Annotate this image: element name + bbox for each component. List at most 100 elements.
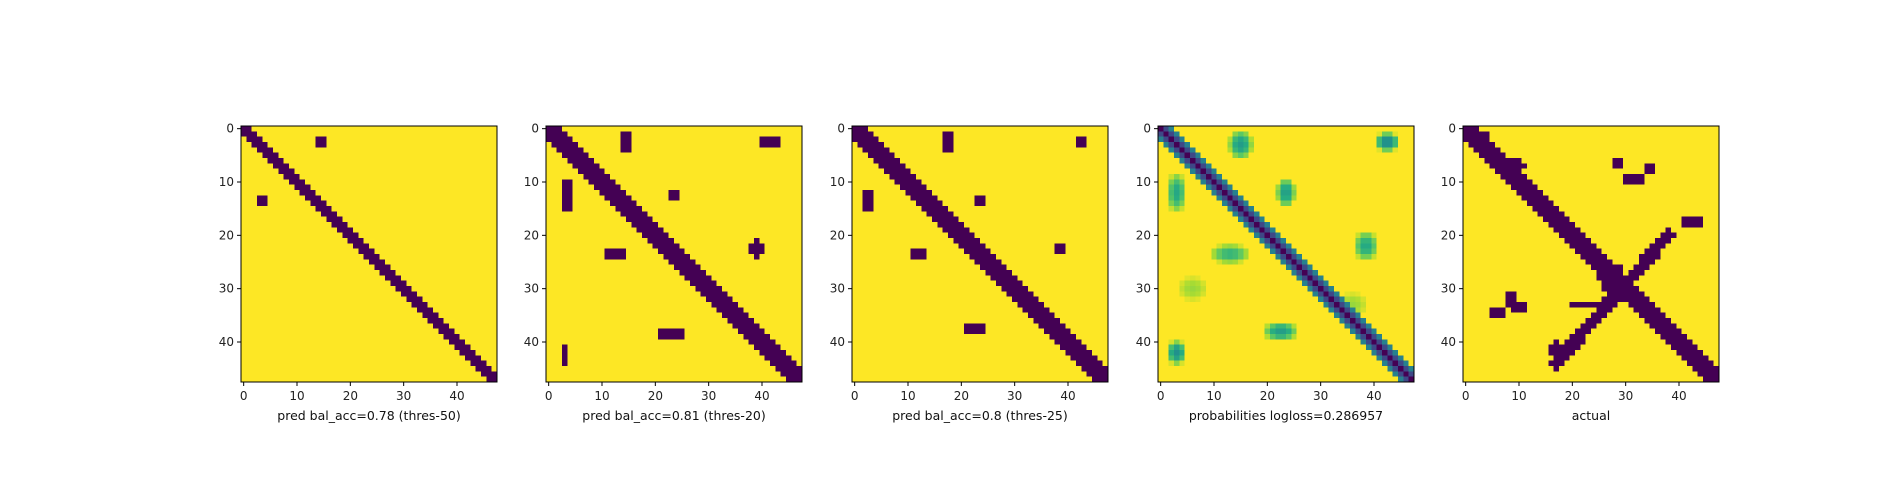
heatmap-cell: [315, 216, 322, 223]
heatmap-cell: [727, 142, 734, 148]
heatmap-cell: [273, 232, 279, 239]
heatmap-cell: [251, 291, 258, 298]
heatmap-cell: [438, 344, 445, 351]
heatmap-cell: [796, 174, 803, 180]
heatmap-cell: [615, 248, 622, 255]
heatmap-cell: [443, 238, 450, 244]
heatmap-cell: [347, 312, 354, 319]
heatmap-cell: [610, 168, 616, 175]
heatmap-cell: [732, 323, 739, 330]
heatmap-cell: [780, 296, 787, 303]
heatmap-cell: [395, 371, 402, 378]
heatmap-cell: [299, 307, 306, 314]
heatmap-cell: [278, 323, 285, 330]
heatmap-cell: [321, 131, 327, 138]
heatmap-cell: [465, 126, 471, 132]
heatmap-cell: [465, 190, 471, 196]
heatmap-cell: [620, 179, 627, 186]
heatmap-cell: [878, 152, 885, 159]
heatmap-cell: [652, 179, 659, 186]
heatmap-cell: [695, 259, 702, 266]
heatmap-cell: [743, 222, 750, 228]
heatmap-cell: [433, 238, 439, 244]
heatmap-cell: [780, 360, 787, 367]
heatmap-cell: [283, 232, 290, 239]
heatmap-cell: [604, 211, 611, 218]
heatmap-cell: [454, 206, 461, 212]
heatmap-cell: [588, 216, 595, 223]
heatmap-cell: [1028, 147, 1034, 154]
heatmap-cell: [1076, 126, 1082, 132]
heatmap-cell: [791, 126, 798, 132]
heatmap-cell: [743, 174, 750, 180]
heatmap-cell: [459, 248, 466, 255]
heatmap-cell: [932, 126, 938, 132]
heatmap-cell: [363, 174, 370, 180]
heatmap-cell: [743, 126, 750, 132]
heatmap-cell: [326, 126, 333, 132]
heatmap-cell: [438, 264, 445, 271]
heatmap-cell: [1086, 158, 1093, 164]
heatmap-cell: [620, 147, 627, 154]
heatmap-cell: [572, 190, 579, 196]
heatmap-cell: [347, 286, 354, 292]
heatmap-cell: [1049, 158, 1056, 164]
heatmap-cell: [706, 350, 712, 356]
heatmap-cell: [347, 270, 354, 276]
heatmap-cell: [652, 328, 659, 335]
heatmap-cell: [948, 142, 954, 148]
heatmap-cell: [299, 344, 306, 351]
heatmap-cell: [294, 136, 301, 143]
heatmap-cell: [475, 344, 482, 351]
heatmap-cell: [1065, 142, 1072, 148]
heatmap-cell: [948, 131, 954, 138]
heatmap-cell: [588, 350, 595, 356]
heatmap-cell: [321, 323, 327, 330]
heatmap-cell: [738, 158, 744, 164]
heatmap-cell: [374, 168, 381, 175]
heatmap-cell: [363, 184, 370, 191]
heatmap-cell: [449, 243, 455, 250]
heatmap-cell: [385, 254, 391, 260]
heatmap-cell: [299, 264, 306, 271]
heatmap-cell: [594, 195, 600, 202]
heatmap-cell: [246, 254, 253, 260]
heatmap-cell: [884, 158, 890, 164]
heatmap-cell: [599, 339, 606, 346]
heatmap-cell: [626, 200, 632, 207]
heatmap-cell: [342, 307, 349, 314]
heatmap-cell: [321, 259, 327, 266]
heatmap-cell: [433, 291, 439, 298]
heatmap-cell: [786, 355, 792, 362]
heatmap-cell: [615, 174, 622, 180]
heatmap-cell: [353, 291, 359, 298]
heatmap-cell: [438, 168, 445, 175]
heatmap-cell: [401, 200, 407, 207]
heatmap-cell: [546, 307, 552, 314]
heatmap-cell: [674, 126, 680, 132]
heatmap-cell: [294, 275, 301, 282]
heatmap-cell: [567, 126, 574, 132]
heatmap-cell: [363, 328, 370, 335]
heatmap-cell: [438, 179, 445, 186]
heatmap-cell: [262, 142, 269, 148]
heatmap-cell: [684, 152, 691, 159]
heatmap-cell: [369, 355, 375, 362]
heatmap-cell: [385, 243, 391, 250]
heatmap-cell: [743, 248, 750, 255]
heatmap-cell: [690, 190, 696, 196]
heatmap-cell: [588, 323, 595, 330]
heatmap-cell: [690, 158, 696, 164]
heatmap-cell: [679, 323, 686, 330]
heatmap-cell: [546, 168, 552, 175]
heatmap-cell: [283, 376, 290, 383]
heatmap-cell: [363, 318, 370, 324]
heatmap-cell: [337, 307, 343, 314]
heatmap-cell: [567, 360, 574, 367]
heatmap-cell: [748, 195, 755, 202]
heatmap-cell: [406, 232, 413, 239]
heatmap-cell: [754, 211, 760, 218]
heatmap-cell: [599, 312, 606, 319]
heatmap-cell: [759, 280, 766, 287]
